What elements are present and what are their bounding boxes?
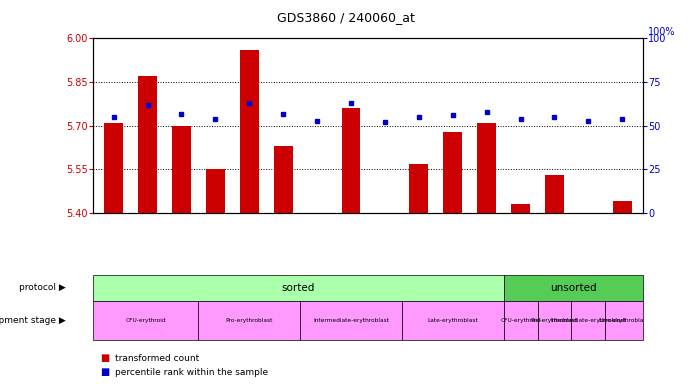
Bar — [477, 123, 496, 213]
Bar — [198, 301, 300, 340]
Bar — [93, 275, 504, 301]
Bar — [138, 76, 157, 213]
Bar — [511, 204, 530, 213]
Text: GSM559693: GSM559693 — [246, 275, 252, 317]
Bar — [605, 301, 643, 340]
Text: Intermediate-erythroblast: Intermediate-erythroblast — [313, 318, 389, 323]
Bar — [341, 108, 360, 213]
Bar — [240, 50, 258, 213]
Text: GSM559690: GSM559690 — [144, 275, 151, 317]
Text: Late-erythroblast: Late-erythroblast — [598, 318, 650, 323]
Bar — [300, 301, 402, 340]
Text: GSM559699: GSM559699 — [450, 275, 456, 317]
Bar — [104, 123, 123, 213]
Text: percentile rank within the sample: percentile rank within the sample — [115, 368, 269, 377]
Bar — [504, 301, 538, 340]
Text: GSM559704: GSM559704 — [619, 275, 625, 317]
Text: GSM559703: GSM559703 — [585, 275, 591, 317]
Text: GSM559689: GSM559689 — [111, 275, 117, 317]
Bar — [613, 202, 632, 213]
Text: GSM559694: GSM559694 — [280, 275, 286, 317]
Bar — [571, 301, 605, 340]
Text: ■: ■ — [100, 367, 109, 377]
Bar — [274, 146, 292, 213]
Text: GSM559697: GSM559697 — [382, 275, 388, 317]
Text: GSM559696: GSM559696 — [348, 275, 354, 317]
Text: CFU-erythroid: CFU-erythroid — [126, 318, 166, 323]
Text: 100%: 100% — [648, 27, 676, 37]
Text: Pro-erythroblast: Pro-erythroblast — [225, 318, 273, 323]
Bar — [172, 126, 191, 213]
Text: unsorted: unsorted — [550, 283, 596, 293]
Text: GSM559691: GSM559691 — [178, 275, 184, 317]
Bar — [504, 275, 643, 301]
Text: ■: ■ — [100, 353, 109, 363]
Text: GSM559700: GSM559700 — [484, 275, 490, 317]
Bar — [402, 301, 504, 340]
Text: GSM559701: GSM559701 — [518, 275, 524, 317]
Bar — [444, 132, 462, 213]
Text: Pro-erythroblast: Pro-erythroblast — [531, 318, 578, 323]
Text: GSM559695: GSM559695 — [314, 275, 320, 317]
Text: GDS3860 / 240060_at: GDS3860 / 240060_at — [276, 12, 415, 25]
Text: development stage ▶: development stage ▶ — [0, 316, 66, 325]
Text: Intermediate-erythroblast: Intermediate-erythroblast — [550, 318, 626, 323]
Bar — [545, 175, 564, 213]
Text: sorted: sorted — [282, 283, 315, 293]
Text: protocol ▶: protocol ▶ — [19, 283, 66, 293]
Bar — [410, 164, 428, 213]
Bar — [538, 301, 571, 340]
Text: transformed count: transformed count — [115, 354, 200, 363]
Bar — [93, 301, 198, 340]
Bar — [206, 169, 225, 213]
Text: Late-erythroblast: Late-erythroblast — [427, 318, 478, 323]
Text: GSM559698: GSM559698 — [416, 275, 422, 317]
Text: GSM559702: GSM559702 — [551, 275, 558, 317]
Text: CFU-erythroid: CFU-erythroid — [500, 318, 541, 323]
Text: GSM559692: GSM559692 — [212, 275, 218, 317]
